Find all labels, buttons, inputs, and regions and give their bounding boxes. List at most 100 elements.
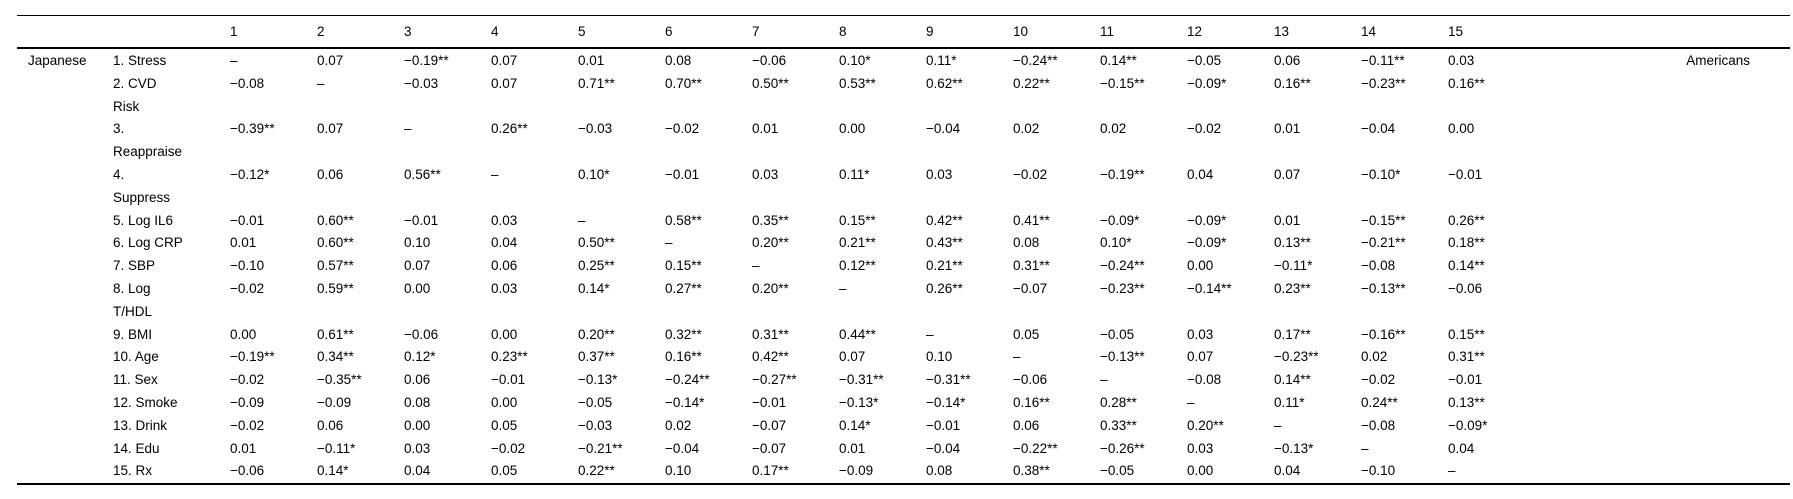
correlation-cell-r12-c13: 0.11* [1274,394,1305,410]
correlation-cell-r9-c4: 0.00 [491,326,518,342]
table-row: Japanese 1. Stress – 0.07 −0.19** 0.07 0.01 0.0… [17,48,1790,73]
correlation-cell-r12-c15: 0.13** [1448,394,1485,410]
correlation-cell-r5-c10: 0.41** [1013,212,1050,228]
correlation-cell-r14-c14: – [1361,440,1369,456]
correlation-cell-r8-c14: −0.13** [1361,280,1406,296]
correlation-cell-r15-c8: −0.09 [839,463,874,479]
correlation-cell-r2-c6: 0.70** [665,75,702,91]
correlation-cell-r4-c12: 0.04 [1187,166,1214,182]
table-row: 11. Sex −0.02 −0.35** 0.06 −0.01 −0.13* −0.24*… [17,369,1790,392]
header-spacer-name [113,15,230,49]
correlation-cell-r9-c2: 0.61** [317,326,354,342]
correlation-cell-r4-c6: −0.01 [665,166,700,182]
correlation-cell-r3-c3: – [404,121,412,137]
correlation-cell-r11-c4: −0.01 [491,372,526,388]
correlation-cell-r11-c2: −0.35** [317,372,362,388]
correlation-cell-r12-c2: −0.09 [317,394,352,410]
correlation-cell-r14-c10: −0.22** [1013,440,1058,456]
correlation-cell-r1-c1: – [230,53,238,68]
variable-name: 11. Sex [113,372,158,388]
correlation-cell-r9-c1: 0.00 [230,326,257,342]
correlation-cell-r2-c13: 0.16** [1274,75,1311,91]
column-header-6: 6 [665,15,752,49]
correlation-cell-r1-c3: −0.19** [404,53,449,68]
correlation-cell-r7-c6: 0.15** [665,258,702,274]
correlation-cell-r10-c11: −0.13** [1100,349,1145,365]
correlation-cell-r13-c6: 0.02 [665,417,692,433]
column-header-3: 3 [404,15,491,49]
correlation-cell-r15-c10: 0.38** [1013,463,1050,479]
correlation-cell-r13-c8: 0.14* [839,417,871,433]
correlation-cell-r12-c7: −0.01 [752,394,787,410]
correlation-cell-r10-c4: 0.23** [491,349,528,365]
correlation-cell-r3-c14: −0.04 [1361,121,1396,137]
correlation-cell-r8-c6: 0.27** [665,280,702,296]
correlation-cell-r4-c3: 0.56** [404,166,441,182]
correlation-cell-r12-c12: – [1187,394,1195,410]
correlation-cell-r6-c3: 0.10 [404,235,431,251]
variable-name: 7. SBP [113,258,156,274]
correlation-cell-r10-c3: 0.12* [404,349,436,365]
correlation-cell-r1-c14: −0.11** [1361,53,1405,68]
table-row: 10. Age −0.19** 0.34** 0.12* 0.23** 0.37** 0.1… [17,346,1790,369]
correlation-cell-r10-c2: 0.34** [317,349,354,365]
variable-name: 6. Log CRP [113,235,183,251]
row-group-label [17,392,113,415]
correlation-cell-r1-c13: 0.06 [1274,53,1301,68]
correlation-cell-r5-c4: 0.03 [491,212,518,228]
correlation-cell-r2-c15: 0.16** [1448,75,1485,91]
correlation-cell-r2-c1: −0.08 [230,75,265,91]
correlation-cell-r12-c6: −0.14* [665,394,705,410]
correlation-table: 1 2 3 4 5 6 7 8 9 10 11 12 13 14 15 Japanese 1. Stress –… [17,15,1790,486]
correlation-cell-r7-c10: 0.31** [1013,258,1050,274]
correlation-cell-r10-c14: 0.02 [1361,349,1388,365]
table-body: Japanese 1. Stress – 0.07 −0.19** 0.07 0.01 0.0… [17,48,1790,484]
variable-name: 1. Stress [113,53,167,68]
row-group-label [17,369,113,392]
correlation-cell-r10-c5: 0.37** [578,349,615,365]
correlation-cell-r10-c10: – [1013,349,1021,365]
row-group-label: Japanese [28,53,87,68]
correlation-cell-r5-c7: 0.35** [752,212,789,228]
correlation-cell-r5-c8: 0.15** [839,212,876,228]
correlation-cell-r14-c13: −0.13* [1274,440,1314,456]
correlation-cell-r12-c4: 0.00 [491,394,518,410]
correlation-cell-r8-c13: 0.23** [1274,280,1311,296]
row-group-label [17,324,113,347]
correlation-cell-r1-c6: 0.08 [665,53,692,68]
correlation-cell-r1-c10: −0.24** [1013,53,1058,68]
correlation-cell-r14-c5: −0.21** [578,440,623,456]
correlation-cell-r3-c5: −0.03 [578,121,613,137]
trailing-spacer [1535,346,1790,369]
column-header-1: 1 [230,15,317,49]
correlation-cell-r15-c3: 0.04 [404,463,431,479]
row-group-label [17,346,113,369]
correlation-cell-r8-c1: −0.02 [230,280,265,296]
correlation-cell-r15-c1: −0.06 [230,463,265,479]
correlation-cell-r2-c12: −0.09* [1187,75,1227,91]
correlation-cell-r13-c4: 0.05 [491,417,518,433]
correlation-cell-r15-c2: 0.14* [317,463,349,479]
variable-name: 5. Log IL6 [113,212,174,228]
correlation-cell-r7-c7: – [752,258,760,274]
trailing-spacer [1535,255,1790,278]
correlation-cell-r4-c10: −0.02 [1013,166,1048,182]
correlation-cell-r5-c12: −0.09* [1187,212,1227,228]
correlation-cell-r5-c2: 0.60** [317,212,354,228]
correlation-cell-r9-c9: – [926,326,934,342]
correlation-cell-r7-c4: 0.06 [491,258,518,274]
correlation-cell-r10-c7: 0.42** [752,349,789,365]
correlation-cell-r1-c11: 0.14** [1100,53,1137,68]
table-row: 6. Log CRP 0.01 0.60** 0.10 0.04 0.50** – 0.20*… [17,232,1790,255]
correlation-cell-r13-c10: 0.06 [1013,417,1040,433]
header-row: 1 2 3 4 5 6 7 8 9 10 11 12 13 14 15 [17,15,1790,49]
correlation-cell-r14-c8: 0.01 [839,440,866,456]
correlation-cell-r3-c2: 0.07 [317,121,344,137]
correlation-cell-r7-c11: −0.24** [1100,258,1145,274]
correlation-cell-r9-c5: 0.20** [578,326,615,342]
correlation-cell-r6-c2: 0.60** [317,235,354,251]
trailing-spacer [1535,278,1790,324]
correlation-cell-r10-c12: 0.07 [1187,349,1214,365]
col-group-label: Americans [1686,53,1750,68]
